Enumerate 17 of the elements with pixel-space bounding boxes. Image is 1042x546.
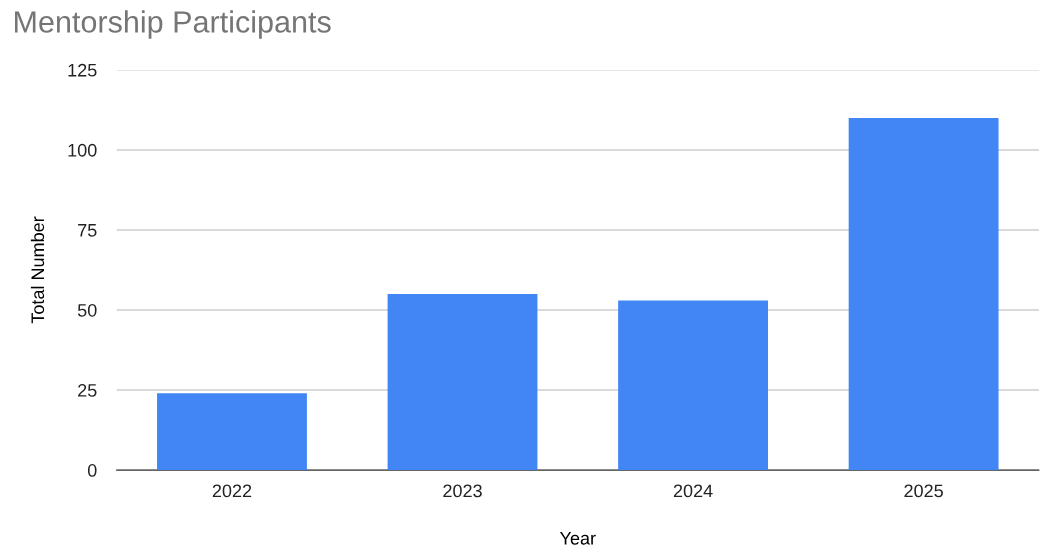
y-tick-label: 75: [78, 224, 97, 237]
x-tick-label: 2024: [673, 484, 713, 498]
chart-title: Mentorship Participants: [15, 10, 331, 39]
bar: [157, 393, 307, 471]
bar: [387, 294, 538, 471]
x-tick-label: 2022: [212, 484, 252, 498]
y-axis-title: Total Number: [30, 216, 45, 324]
x-axis-title: Year: [559, 532, 596, 545]
bar: [618, 300, 768, 471]
y-tick-label: 125: [68, 63, 97, 77]
bar: [848, 117, 999, 471]
y-tick-label: 100: [68, 143, 97, 157]
y-tick-label: 25: [78, 384, 97, 397]
y-tick-label: 0: [87, 464, 97, 477]
y-tick-label: 50: [77, 303, 97, 317]
x-tick-label: 2025: [904, 484, 943, 498]
x-tick-label: 2023: [443, 484, 482, 498]
